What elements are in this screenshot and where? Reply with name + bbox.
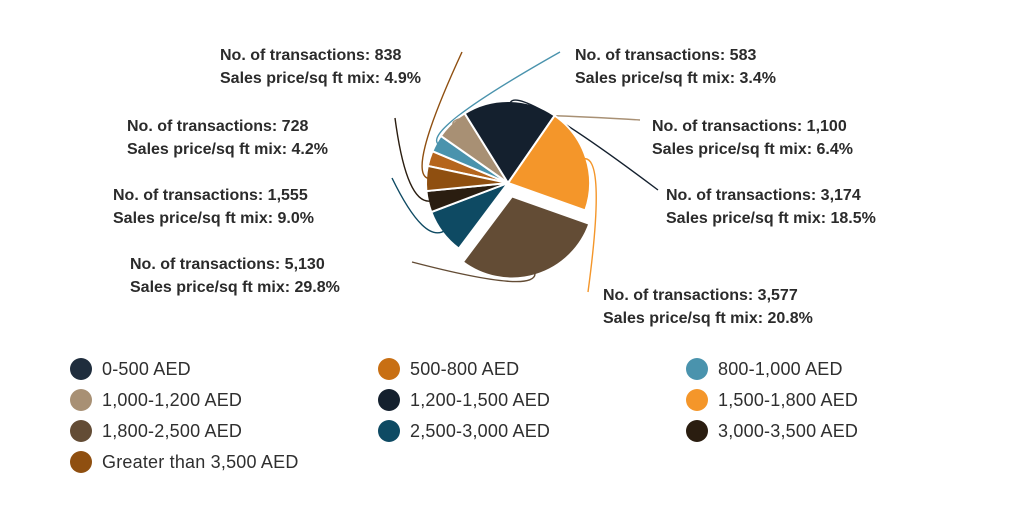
legend-item[interactable]: 500-800 AED (378, 356, 686, 382)
data-label-transactions: No. of transactions: 838 (220, 47, 401, 64)
legend: 0-500 AED 500-800 AED 800-1,000 AED 1,00… (70, 356, 970, 475)
legend-swatch (378, 389, 400, 411)
legend-item[interactable]: 2,500-3,000 AED (378, 418, 686, 444)
leader-line (421, 51, 463, 180)
data-label-transactions: No. of transactions: 1,100 (652, 118, 847, 135)
leader-line (411, 261, 536, 283)
legend-label: 1,800-2,500 AED (102, 420, 243, 441)
legend-item[interactable]: 3,000-3,500 AED (686, 418, 966, 444)
data-label-transactions: No. of transactions: 3,577 (603, 287, 798, 304)
legend-swatch (70, 358, 92, 380)
pie-slice[interactable] (463, 100, 557, 185)
data-label-mix: Sales price/sq ft mix: 18.5% (666, 210, 876, 227)
legend-swatch (70, 451, 92, 473)
legend-swatch (378, 420, 400, 442)
pie-slice[interactable] (425, 164, 509, 193)
leader-line (394, 117, 433, 202)
legend-label: 0-500 AED (102, 358, 191, 379)
legend-item[interactable]: Greater than 3,500 AED (70, 449, 378, 475)
legend-swatch (686, 389, 708, 411)
data-label-mix: Sales price/sq ft mix: 29.8% (130, 279, 340, 296)
data-label-transactions: No. of transactions: 1,555 (113, 187, 308, 204)
legend-label: 800-1,000 AED (718, 358, 843, 379)
data-label-transactions: No. of transactions: 583 (575, 47, 756, 64)
leader-line (391, 177, 447, 234)
data-label-transactions: No. of transactions: 3,174 (666, 187, 861, 204)
data-label-mix: Sales price/sq ft mix: 9.0% (113, 210, 314, 227)
leader-line (582, 158, 597, 293)
data-label-mix: Sales price/sq ft mix: 20.8% (603, 310, 813, 327)
legend-label: 1,000-1,200 AED (102, 389, 243, 410)
legend-swatch (686, 358, 708, 380)
legend-item[interactable]: 0-500 AED (70, 356, 378, 382)
leader-line (509, 99, 659, 191)
data-label-mix: Sales price/sq ft mix: 3.4% (575, 70, 776, 87)
legend-label: Greater than 3,500 AED (102, 451, 299, 472)
legend-item[interactable]: 1,000-1,200 AED (70, 387, 378, 413)
legend-item[interactable]: 1,500-1,800 AED (686, 387, 966, 413)
leader-line (435, 51, 561, 146)
pie-slice[interactable] (506, 114, 591, 212)
data-label-transactions: No. of transactions: 728 (127, 118, 308, 135)
data-label-mix: Sales price/sq ft mix: 4.2% (127, 141, 328, 158)
legend-swatch (70, 420, 92, 442)
legend-label: 2,500-3,000 AED (410, 420, 551, 441)
legend-swatch (686, 420, 708, 442)
legend-label: 3,000-3,500 AED (718, 420, 859, 441)
pie-chart: No. of transactions: 583 Sales price/sq f… (113, 47, 876, 327)
data-label-transactions: No. of transactions: 5,130 (130, 256, 325, 273)
legend-label: 1,500-1,800 AED (718, 389, 859, 410)
legend-swatch (378, 358, 400, 380)
data-label-mix: Sales price/sq ft mix: 6.4% (652, 141, 853, 158)
legend-item[interactable]: 1,800-2,500 AED (70, 418, 378, 444)
legend-item[interactable]: 1,200-1,500 AED (378, 387, 686, 413)
legend-item[interactable]: 800-1,000 AED (686, 356, 966, 382)
legend-label: 500-800 AED (410, 358, 520, 379)
data-label-mix: Sales price/sq ft mix: 4.9% (220, 70, 421, 87)
legend-label: 1,200-1,500 AED (410, 389, 551, 410)
legend-swatch (70, 389, 92, 411)
pie-slice[interactable] (461, 195, 591, 280)
